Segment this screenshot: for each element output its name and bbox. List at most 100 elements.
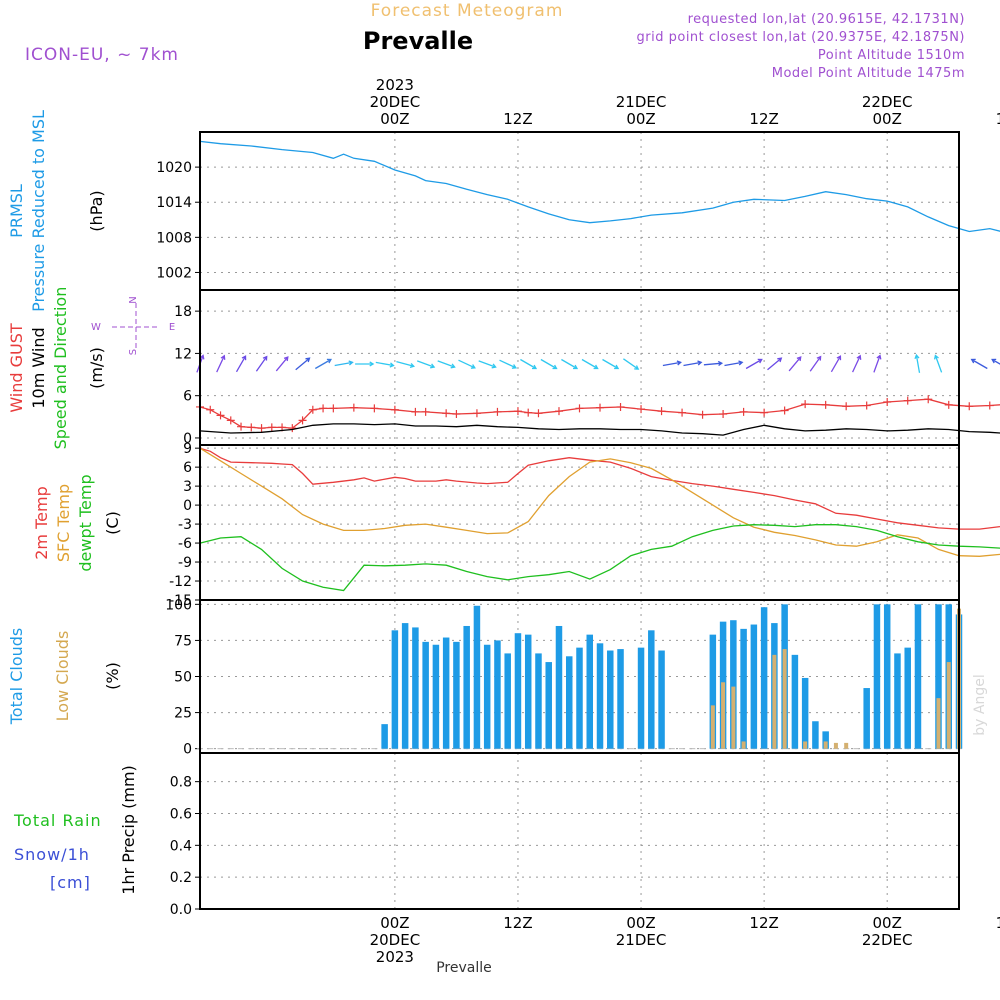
wind-arrow: [623, 358, 640, 370]
total-cloud-bar: [381, 724, 388, 749]
y-tick-label: 12: [174, 346, 192, 362]
y-tick-label: 9: [183, 441, 192, 457]
total-cloud-bar: [596, 643, 604, 749]
total-cloud-bar: [483, 644, 491, 749]
time-label-bottom: 22DEC: [862, 931, 913, 949]
y-tick-label: 0.4: [170, 838, 192, 854]
gust-marker: [985, 401, 994, 410]
total-cloud-bar: [391, 630, 399, 749]
gust-marker: [780, 406, 789, 415]
gust-marker: [267, 423, 276, 432]
gust-marker: [288, 424, 297, 433]
gust-marker: [965, 402, 974, 411]
total-cloud-bar: [863, 688, 870, 749]
panel-label: Low Clouds: [53, 631, 72, 722]
y-tick-label: 6: [183, 460, 192, 476]
gust-marker: [308, 405, 317, 414]
wind-arrow: [703, 360, 724, 367]
total-cloud-bar: [904, 647, 911, 749]
gust-marker: [616, 402, 625, 411]
low-cloud-bar: [823, 741, 828, 749]
wind-arrow: [602, 358, 620, 370]
total-cloud-bar: [750, 624, 758, 749]
time-label-bottom: 00Z: [626, 914, 655, 932]
gust-marker: [452, 410, 461, 418]
total-cloud-bar: [401, 623, 409, 749]
series-line-2m-temp: [199, 447, 1000, 530]
gust-marker: [390, 405, 399, 414]
wind-arrow: [355, 361, 375, 367]
total-cloud-bar: [658, 650, 665, 749]
panel-label: (C): [103, 511, 122, 535]
panel-label: (%): [103, 662, 122, 690]
gust-marker: [421, 407, 430, 416]
gust-marker: [257, 424, 266, 433]
panel-frame: [199, 444, 960, 601]
gust-marker: [237, 422, 246, 431]
gust-marker: [801, 400, 810, 409]
time-label-bottom: 12Z: [996, 914, 1000, 932]
wind-arrow: [499, 359, 518, 369]
y-tick-label: 0.8: [170, 775, 192, 791]
wind-arrow: [991, 358, 1000, 365]
time-label-bottom: 2023: [376, 948, 414, 966]
wind-arrow: [724, 360, 744, 367]
low-cloud-bar: [936, 698, 941, 749]
point-altitude: Point Altitude 1510m: [818, 48, 965, 63]
total-cloud-bar: [812, 721, 819, 749]
time-label-top: 00Z: [626, 110, 655, 128]
precip-panel: 0.0 0.2 0.4 0.6 0.8: [170, 752, 960, 918]
time-label-top: 22DEC: [862, 93, 913, 111]
total-cloud-bar: [709, 634, 717, 749]
panel-label: PRMSL: [7, 184, 26, 238]
wind-arrow: [314, 358, 333, 370]
location-title: Prevalle: [363, 27, 473, 55]
wind-arrow: [375, 361, 395, 368]
wind-arrow: [914, 353, 921, 373]
wind-arrow: [216, 354, 226, 373]
wind-arrow: [745, 358, 763, 370]
gust-marker: [739, 407, 748, 416]
y-tick-label: -15: [169, 593, 192, 609]
y-tick-label: -6: [178, 536, 192, 552]
panel-frame: [199, 131, 960, 291]
series-line-dewpt-temp: [199, 524, 1000, 592]
time-label-top: 12Z: [503, 110, 532, 128]
time-label-top: 2023: [376, 76, 414, 94]
wind-arrow: [581, 358, 599, 370]
gust-marker: [596, 403, 605, 412]
panel-label: Speed and Direction: [51, 287, 70, 450]
y-tick-label: 0: [183, 498, 192, 514]
gust-marker: [534, 409, 543, 418]
gust-marker: [944, 400, 953, 409]
total-cloud-bar: [873, 604, 881, 749]
gust-marker: [472, 409, 481, 418]
wind-arrow: [458, 359, 476, 369]
y-tick-label: 0: [183, 742, 192, 758]
total-cloud-bar: [453, 641, 460, 749]
wind-arrow: [830, 355, 842, 373]
series-line-prmsl: [199, 140, 1000, 233]
total-cloud-bar: [442, 637, 450, 749]
total-cloud-bar: [494, 640, 501, 749]
gust-marker: [883, 398, 892, 407]
y-tick-label: 18: [174, 304, 192, 320]
total-cloud-bar: [617, 649, 624, 749]
panel-label: 10m Wind: [29, 327, 48, 408]
low-cloud-bar: [782, 649, 787, 749]
time-label-bottom: 00Z: [873, 914, 902, 932]
y-tick-label: 0: [183, 431, 192, 447]
total-cloud-bar: [801, 677, 809, 749]
total-cloud-bar: [822, 731, 829, 749]
total-cloud-bar: [412, 627, 419, 749]
y-tick-label: 1008: [156, 230, 192, 246]
y-tick-label: 25: [174, 706, 192, 722]
total-cloud-bar: [935, 604, 942, 749]
gust-marker: [760, 408, 769, 417]
total-cloud-bar: [555, 625, 563, 749]
wind-arrow: [235, 355, 247, 373]
wind-arrow: [767, 357, 783, 371]
total-cloud-bar: [473, 605, 481, 749]
panel-label: Wind GUST: [7, 323, 26, 413]
